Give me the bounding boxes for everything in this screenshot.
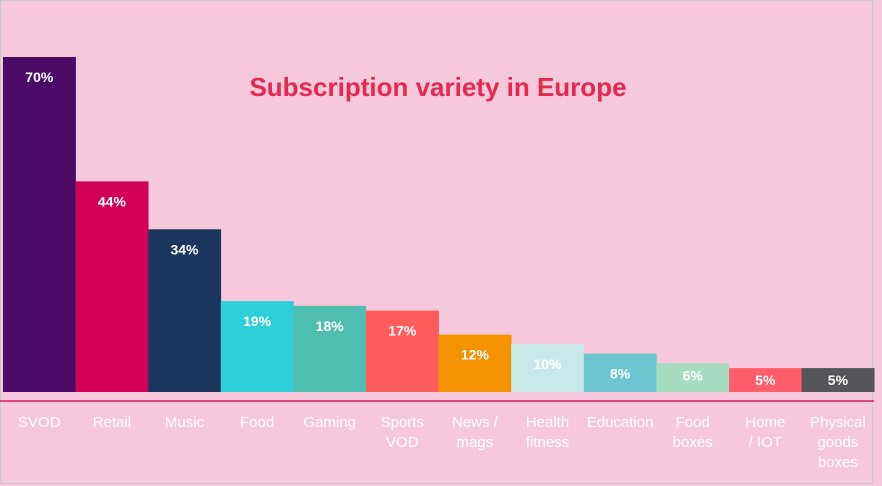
bar-value-label: 6% <box>683 367 704 383</box>
bar-value-label: 34% <box>170 241 199 257</box>
category-label: Physical goods boxes <box>810 414 866 471</box>
bar <box>148 229 222 392</box>
bar <box>3 57 76 392</box>
bar-value-label: 5% <box>828 372 849 388</box>
category-label: SVOD <box>18 414 61 431</box>
chart-title: Subscription variety in Europe <box>249 72 626 102</box>
category-label: Education <box>587 414 654 431</box>
bar-value-label: 70% <box>25 69 54 85</box>
category-label: Food boxes <box>673 414 713 451</box>
category-label: Retail <box>93 414 131 431</box>
bar <box>801 368 875 392</box>
bar <box>293 305 367 392</box>
bar <box>511 344 585 392</box>
category-label: Food <box>240 414 274 431</box>
bar <box>656 363 730 392</box>
category-label: Music <box>165 414 205 431</box>
bars-group: 70% 44% 34% 19% 18% 17% 12% 10% 8% 6% 5% 5% <box>3 57 875 392</box>
bar-value-label: 19% <box>243 313 272 329</box>
bar-value-label: 18% <box>316 318 345 334</box>
category-labels-group: SVOD Retail Music Food Gaming Sports VOD News /… <box>18 414 866 471</box>
bar-value-label: 8% <box>610 366 631 382</box>
category-label: Health fitness <box>526 414 569 451</box>
bar-value-label: 17% <box>388 323 417 339</box>
bar-value-label: 5% <box>755 372 776 388</box>
bar-value-label: 12% <box>461 347 490 363</box>
bar-value-label: 44% <box>98 193 127 209</box>
category-label: Gaming <box>303 414 356 431</box>
bar <box>75 181 149 392</box>
bar-value-label: 10% <box>533 356 562 372</box>
bar <box>220 301 294 392</box>
bar <box>729 368 802 392</box>
category-label: Home / IOT <box>745 414 785 451</box>
category-label: News / mags <box>452 414 499 451</box>
bar <box>438 334 512 392</box>
category-label: Sports VOD <box>381 414 424 451</box>
bar <box>366 310 439 392</box>
bar <box>583 353 657 392</box>
